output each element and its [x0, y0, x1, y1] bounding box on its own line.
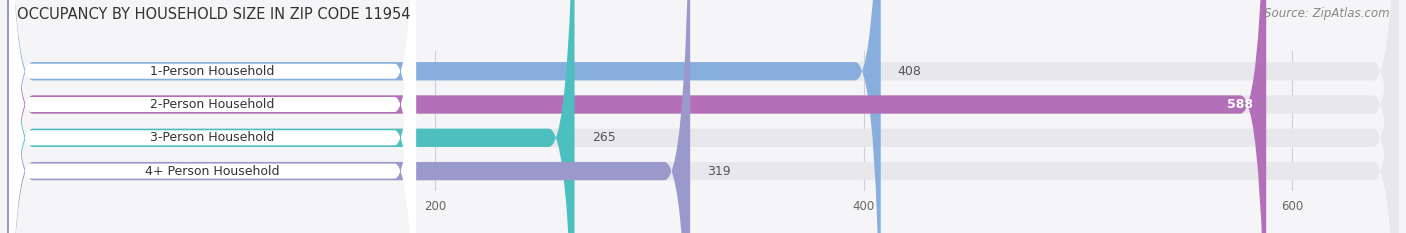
FancyBboxPatch shape — [7, 0, 1399, 233]
FancyBboxPatch shape — [7, 0, 1399, 233]
Text: 588: 588 — [1227, 98, 1253, 111]
FancyBboxPatch shape — [10, 0, 416, 233]
FancyBboxPatch shape — [10, 0, 416, 233]
Text: Source: ZipAtlas.com: Source: ZipAtlas.com — [1264, 7, 1389, 20]
FancyBboxPatch shape — [7, 0, 690, 233]
FancyBboxPatch shape — [7, 0, 1399, 233]
Text: 2-Person Household: 2-Person Household — [150, 98, 274, 111]
Text: OCCUPANCY BY HOUSEHOLD SIZE IN ZIP CODE 11954: OCCUPANCY BY HOUSEHOLD SIZE IN ZIP CODE … — [17, 7, 411, 22]
Text: 408: 408 — [898, 65, 922, 78]
FancyBboxPatch shape — [10, 0, 416, 233]
Text: 4+ Person Household: 4+ Person Household — [145, 164, 280, 178]
Text: 3-Person Household: 3-Person Household — [150, 131, 274, 144]
FancyBboxPatch shape — [7, 0, 1399, 233]
FancyBboxPatch shape — [7, 0, 575, 233]
Text: 319: 319 — [707, 164, 731, 178]
FancyBboxPatch shape — [7, 0, 880, 233]
FancyBboxPatch shape — [7, 0, 1267, 233]
Text: 1-Person Household: 1-Person Household — [150, 65, 274, 78]
Text: 265: 265 — [592, 131, 616, 144]
FancyBboxPatch shape — [10, 0, 416, 233]
